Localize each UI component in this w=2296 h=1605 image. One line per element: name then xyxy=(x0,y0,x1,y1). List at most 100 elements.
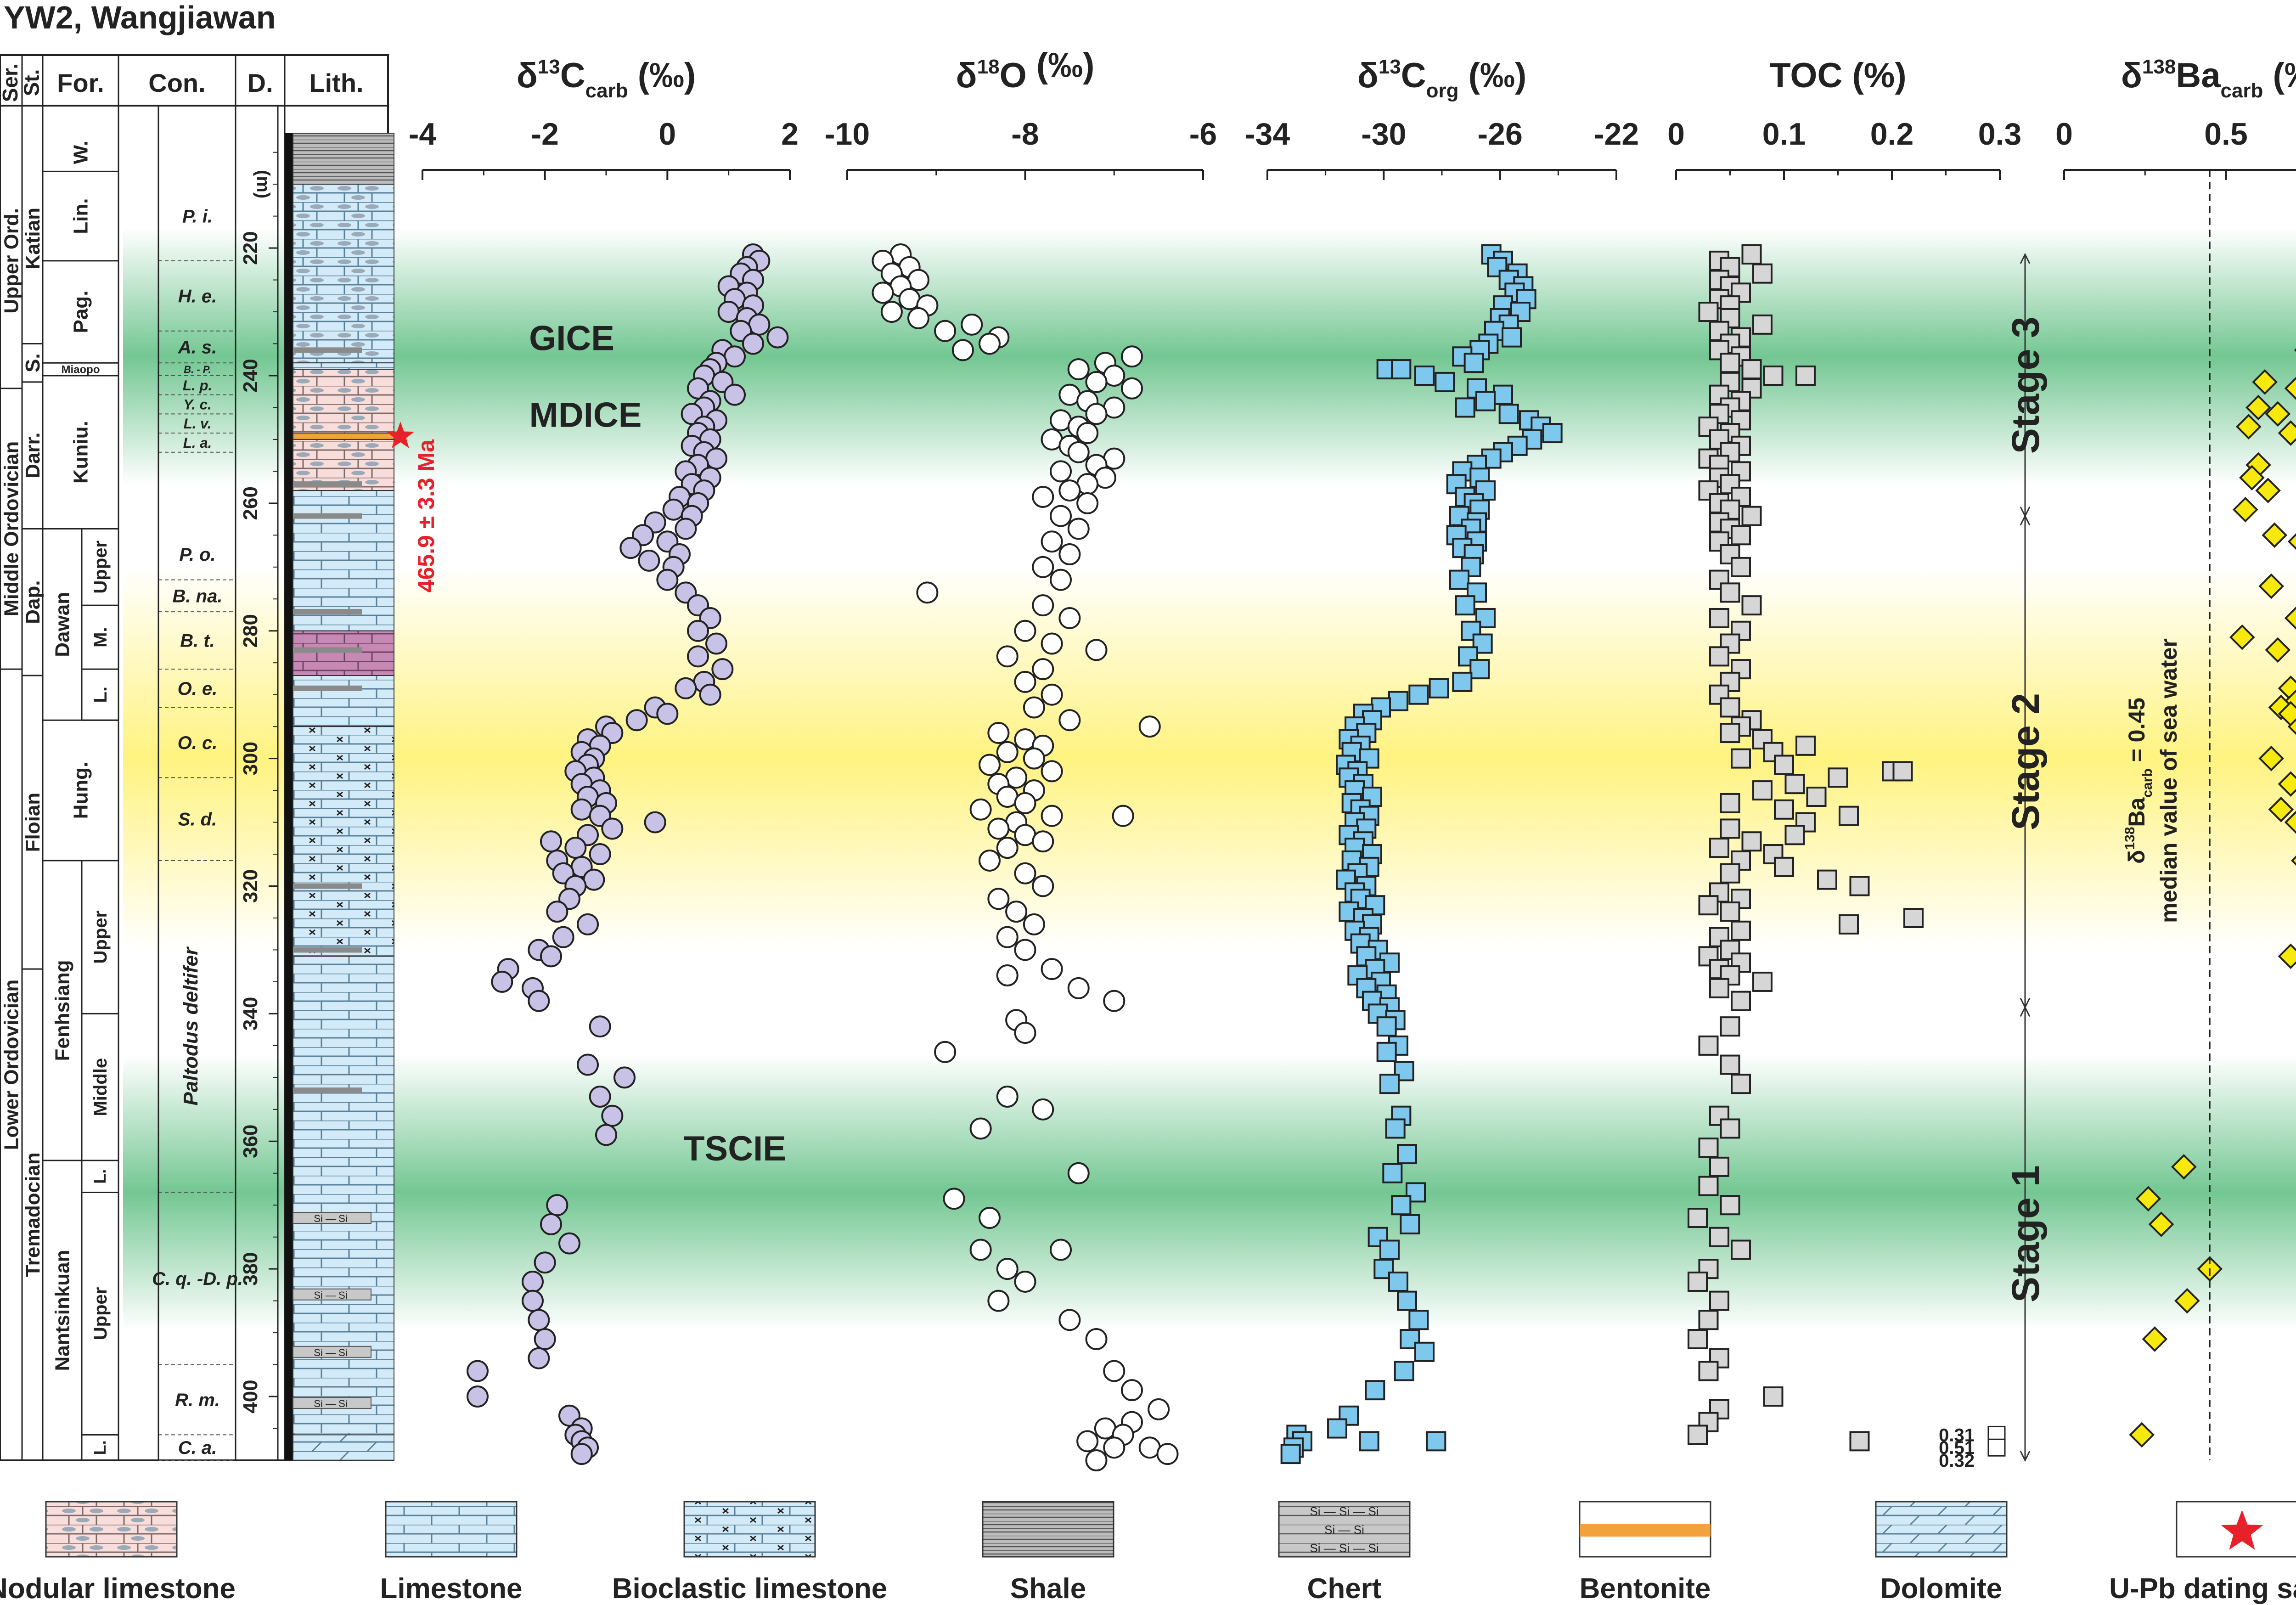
point-0-122 xyxy=(570,1443,593,1465)
x-tick-label-0-3: 2 xyxy=(781,117,799,152)
chert-bed-0 xyxy=(293,1212,371,1224)
point-2-128 xyxy=(1397,1290,1417,1311)
member-label-1: M. xyxy=(90,627,111,647)
point-2-127 xyxy=(1388,1271,1408,1292)
point-1-100 xyxy=(1050,1239,1072,1261)
point-4-58 xyxy=(2171,1154,2197,1180)
point-3-76 xyxy=(1839,805,1859,826)
point-0-46 xyxy=(619,537,642,559)
point-0-59 xyxy=(675,677,697,699)
point-0-107 xyxy=(540,1213,562,1235)
depth-unit: (m) xyxy=(253,170,273,198)
stage-label-4: Floian xyxy=(22,793,44,852)
stratigraphic-table: Ser.St. For. Con. D. Lith. Upper Ord. Middle O… xyxy=(0,54,389,1461)
band-tscie xyxy=(123,1054,2296,1330)
point-3-10 xyxy=(1720,308,1740,328)
point-2-20 xyxy=(1414,365,1435,386)
point-0-43 xyxy=(675,518,697,540)
point-3-101 xyxy=(1752,971,1773,992)
point-0-48 xyxy=(638,549,660,572)
point-0-62 xyxy=(656,703,679,725)
conodont-zone-3: B. - P. xyxy=(184,364,211,375)
point-3-70 xyxy=(1828,767,1848,788)
point-3-111 xyxy=(1709,1156,1729,1177)
point-0-22 xyxy=(724,383,746,406)
point-2-116 xyxy=(1379,1074,1400,1094)
point-1-108 xyxy=(1121,1379,1143,1402)
point-2-132 xyxy=(1394,1361,1414,1381)
point-2-13 xyxy=(1502,327,1522,348)
point-1-88 xyxy=(1112,805,1134,827)
point-1-94 xyxy=(996,1086,1019,1108)
member-label-0: Upper xyxy=(90,541,111,594)
stage-label-1: S. xyxy=(22,353,44,372)
lith-shale-0 xyxy=(293,133,394,185)
point-3-86 xyxy=(1817,869,1837,890)
conodont-zone-17: C. a. xyxy=(178,1438,217,1458)
point-0-114 xyxy=(528,1347,550,1369)
x-tick-label-2-1: -30 xyxy=(1361,117,1406,152)
point-0-55 xyxy=(705,632,727,655)
point-1-53 xyxy=(1032,658,1054,681)
point-3-23 xyxy=(1709,384,1729,405)
chert-bed-2 xyxy=(293,1346,371,1358)
shale-interbed-4 xyxy=(293,647,362,653)
point-2-112 xyxy=(1376,1016,1397,1037)
point-2-130 xyxy=(1400,1329,1420,1350)
point-1-28 xyxy=(1076,422,1099,445)
point-4-17 xyxy=(2239,465,2265,491)
point-1-116 xyxy=(1156,1443,1179,1465)
point-2-141 xyxy=(1280,1444,1301,1464)
conodont-zone-9: B. na. xyxy=(173,586,223,606)
point-0-32 xyxy=(705,447,727,470)
point-1-49 xyxy=(1014,619,1036,642)
point-0-104 xyxy=(601,1104,624,1127)
legend-chert-text-2: Si — Si — Si xyxy=(1310,1541,1379,1555)
point-4-19 xyxy=(2232,496,2258,523)
conodont-zone-4: L. p. xyxy=(183,377,212,394)
stage-label-0: Katian xyxy=(22,208,44,269)
point-2-26 xyxy=(1498,404,1519,424)
point-3-115 xyxy=(1709,1227,1729,1247)
panel-0: δ13Ccarb (‰) -4 -2 0 2 xyxy=(409,56,799,1465)
formation-label-7: Fenhsiang xyxy=(51,960,74,1061)
member-label-2: L. xyxy=(90,687,111,703)
point-2-119 xyxy=(1397,1144,1417,1165)
point-2-23 xyxy=(1493,384,1513,405)
point-1-81 xyxy=(987,888,1010,910)
band-floian xyxy=(123,565,2296,952)
point-2-115 xyxy=(1394,1061,1414,1081)
point-2-24 xyxy=(1475,391,1496,411)
conodont-zone-12: O. c. xyxy=(178,733,218,753)
header-con: Con. xyxy=(148,68,205,97)
x-tick-label-4-0: 0 xyxy=(2055,117,2073,152)
point-1-72 xyxy=(1041,805,1063,827)
depth-tick-6: 340 xyxy=(239,997,262,1031)
stage-label-5: Tremadocian xyxy=(22,1152,44,1277)
chert-bed-3 xyxy=(293,1397,371,1409)
depth-tick-5: 320 xyxy=(239,869,262,903)
point-1-10 xyxy=(907,307,929,329)
shale-interbed-7 xyxy=(293,947,362,953)
point-3-120 xyxy=(1698,1310,1719,1330)
point-0-82 xyxy=(540,830,562,853)
event-label-tscie: TSCIE xyxy=(683,1129,786,1168)
point-1-96 xyxy=(969,1117,992,1140)
stage-label-3: Dap. xyxy=(22,580,44,624)
legend-star-icon xyxy=(2221,1510,2263,1550)
point-3-128 xyxy=(1849,1431,1870,1452)
point-3-87 xyxy=(1849,876,1870,896)
lith-nodular_limestone-3 xyxy=(293,369,394,434)
point-3-78 xyxy=(1720,818,1740,839)
depth-tick-3: 280 xyxy=(239,614,262,648)
point-4-51 xyxy=(2278,943,2296,969)
chert-label-1: Si — Si xyxy=(314,1290,347,1301)
point-1-43 xyxy=(1058,543,1081,566)
point-1-106 xyxy=(1085,1328,1108,1351)
point-1-107 xyxy=(1103,1360,1125,1382)
point-1-9 xyxy=(880,301,903,323)
point-0-13 xyxy=(766,326,789,349)
x-tick-label-1-1: -8 xyxy=(1011,117,1039,152)
point-3-112 xyxy=(1698,1176,1719,1196)
point-3-48 xyxy=(1731,557,1751,577)
